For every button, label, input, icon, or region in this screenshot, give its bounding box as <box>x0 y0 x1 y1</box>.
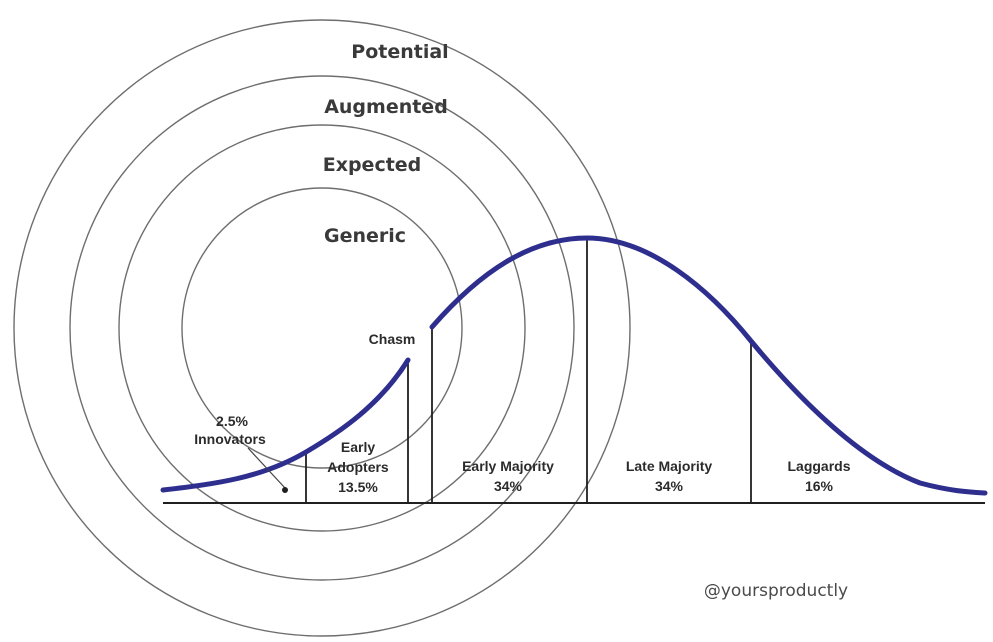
early-majority-percent: 34% <box>494 478 523 494</box>
product-level-rings <box>13 19 631 637</box>
adoption-curve-left <box>160 357 411 493</box>
innovators-label: Innovators <box>194 431 266 447</box>
late-majority-label: Late Majority <box>626 458 713 474</box>
adoption-curve-right <box>429 235 988 496</box>
ring-potential <box>13 19 631 637</box>
early-majority-label: Early Majority <box>462 458 554 474</box>
ring-generic <box>181 187 463 469</box>
ring-label-potential: Potential <box>351 41 448 63</box>
late-majority-percent: 34% <box>655 478 684 494</box>
chasm-label: Chasm <box>369 331 416 347</box>
innovators-percent: 2.5% <box>216 413 248 429</box>
innovators-dot <box>282 487 288 493</box>
ring-label-expected: Expected <box>323 154 422 176</box>
credit-handle: @yoursproductly <box>704 581 848 601</box>
laggards-label: Laggards <box>787 458 850 474</box>
early-adopters-percent: 13.5% <box>338 479 378 495</box>
ring-label-augmented: Augmented <box>324 96 448 118</box>
ring-augmented <box>69 75 575 581</box>
ring-expected <box>118 124 526 532</box>
innovators-pointer <box>247 447 286 489</box>
ring-label-generic: Generic <box>324 225 406 247</box>
early-adopters-line1: Early <box>341 439 375 455</box>
early-adopters-line2: Adopters <box>327 459 389 475</box>
laggards-percent: 16% <box>805 478 834 494</box>
